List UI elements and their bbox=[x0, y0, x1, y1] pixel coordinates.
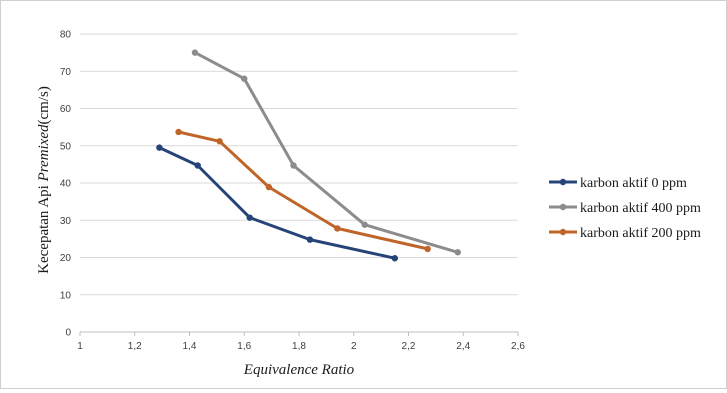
y-axis-title-prefix: Kecepatan Api bbox=[36, 181, 52, 273]
x-axis-title: Equivalence Ratio bbox=[243, 362, 355, 378]
data-point bbox=[424, 245, 431, 253]
data-point bbox=[290, 162, 297, 169]
legend-label: karbon aktif 0 ppm bbox=[580, 176, 687, 191]
y-tick-label: 0 bbox=[65, 328, 71, 339]
x-tick-label: 1,6 bbox=[237, 341, 251, 352]
tick-labels: 0 10 20 30 40 50 60 70 80 1 1,2 1,4 1,6 1,8 2 2,2 2,4 2,6 bbox=[60, 30, 526, 353]
series-line-0 bbox=[157, 146, 397, 260]
data-point bbox=[391, 255, 399, 262]
data-point bbox=[216, 138, 223, 145]
y-axis-title-italic: Premixed bbox=[36, 124, 52, 182]
legend-marker bbox=[559, 178, 567, 186]
data-point bbox=[246, 214, 253, 221]
y-axis-title: Kecepatan Api Premixed(cm/s) bbox=[36, 86, 52, 274]
y-tick-label: 60 bbox=[60, 104, 72, 115]
data-point bbox=[191, 49, 199, 56]
y-tick-label: 20 bbox=[60, 253, 72, 264]
grid-lines bbox=[80, 33, 518, 296]
y-tick-label: 70 bbox=[60, 67, 72, 78]
y-tick-label: 80 bbox=[60, 30, 72, 41]
x-tick-label: 2,6 bbox=[511, 341, 525, 352]
y-tick-label: 50 bbox=[60, 141, 72, 152]
data-point bbox=[334, 225, 341, 232]
data-point bbox=[454, 249, 461, 256]
x-tick-label: 1,8 bbox=[292, 341, 306, 352]
x-tick-label: 1,2 bbox=[128, 341, 142, 352]
data-point bbox=[361, 221, 368, 228]
y-axis-title-suffix: (cm/s) bbox=[36, 86, 52, 124]
x-tick-label: 1,4 bbox=[183, 341, 197, 352]
x-tick-label: 1 bbox=[77, 341, 83, 352]
y-tick-label: 40 bbox=[60, 179, 72, 190]
legend-label: karbon aktif 400 ppm bbox=[580, 201, 701, 216]
data-point bbox=[265, 183, 273, 191]
data-point bbox=[241, 75, 248, 82]
x-tick-label: 2,2 bbox=[402, 341, 416, 352]
legend-marker bbox=[559, 203, 567, 211]
axes bbox=[79, 331, 519, 336]
x-tick-label: 2,4 bbox=[456, 341, 470, 352]
data-point bbox=[306, 236, 314, 243]
x-tick-label: 2 bbox=[351, 341, 357, 352]
y-tick-label: 30 bbox=[60, 216, 72, 227]
series-lines bbox=[156, 49, 461, 262]
legend: karbon aktif 0 ppm karbon aktif 400 ppm ka… bbox=[549, 176, 701, 241]
data-point bbox=[156, 144, 163, 151]
legend-label: karbon aktif 200 ppm bbox=[580, 226, 701, 241]
y-tick-label: 10 bbox=[60, 290, 72, 301]
data-point bbox=[194, 162, 201, 169]
data-point bbox=[175, 128, 182, 136]
legend-marker bbox=[559, 228, 567, 236]
